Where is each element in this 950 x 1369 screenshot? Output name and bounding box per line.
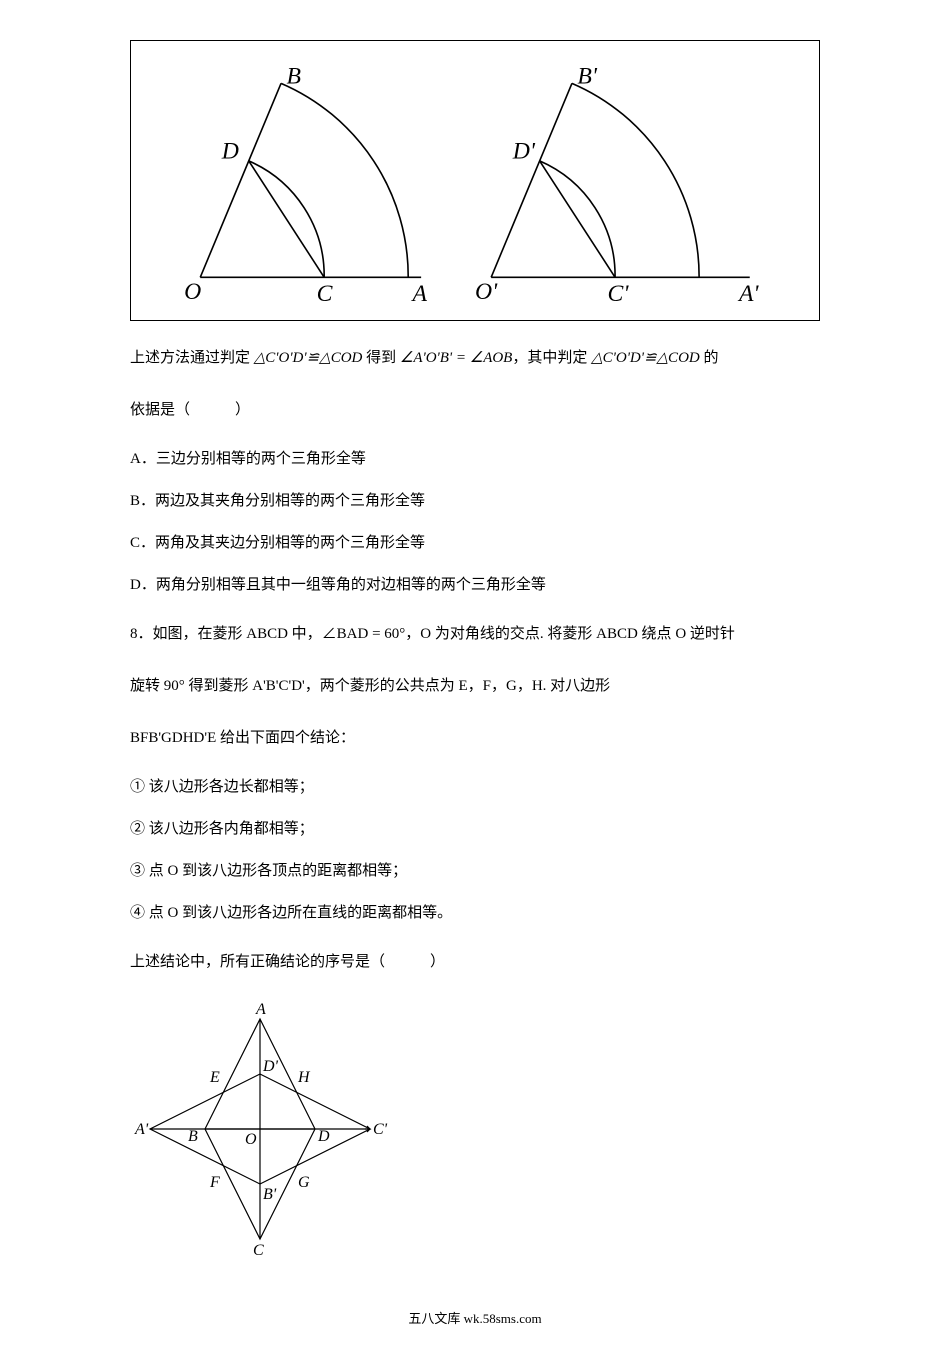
p8-stmt2: ② 该八边形各内角都相等； [130, 817, 820, 841]
oct-O: O [245, 1131, 257, 1148]
p8-question: 上述结论中，所有正确结论的序号是（ ） [130, 947, 820, 977]
p8-stmt4: ④ 点 O 到该八边形各边所在直线的距离都相等。 [130, 901, 820, 925]
p7-angle: ∠A'O'B' = ∠AOB [400, 350, 512, 366]
congruence-diagram: B D O C A B' D' O' C' A' [141, 51, 809, 310]
label-O: O [184, 279, 201, 305]
choice-a: A．三边分别相等的两个三角形全等 [130, 447, 820, 471]
oct-A: A [255, 1001, 266, 1018]
p7-prefix: 上述方法通过判定 [130, 350, 254, 366]
label-Cp: C' [608, 281, 630, 307]
oct-B: B [188, 1128, 198, 1145]
label-Dp: D' [512, 139, 536, 165]
oct-G: G [298, 1174, 310, 1191]
label-A: A [411, 281, 428, 307]
label-Op: O' [475, 279, 498, 305]
oct-Ap: A' [134, 1121, 149, 1138]
oct-F: F [209, 1174, 220, 1191]
label-B: B [286, 63, 300, 89]
octagon-diagram: A C B D A' C' D' B' E H F G O [130, 999, 390, 1259]
choice-d: D．两角分别相等且其中一组等角的对边相等的两个三角形全等 [130, 573, 820, 597]
congruence-diagram-box: B D O C A B' D' O' C' A' [130, 40, 820, 321]
p7-mid2: ，其中判定 [512, 350, 591, 366]
oct-Cp: C' [373, 1121, 388, 1138]
p8-line2: 旋转 90° 得到菱形 A'B'C'D'，两个菱形的公共点为 E，F，G，H. … [130, 671, 820, 701]
problem7-statement: 上述方法通过判定 △C'O'D'≌△COD 得到 ∠A'O'B' = ∠AOB，… [130, 343, 820, 373]
label-Ap: A' [737, 281, 759, 307]
p8-line3: BFB'GDHD'E 给出下面四个结论： [130, 723, 820, 753]
p7-cong2: △C'O'D'≌△COD [591, 350, 700, 366]
page-footer: 五八文库 wk.58sms.com [130, 1309, 820, 1330]
p7-cong1: △C'O'D'≌△COD [254, 350, 363, 366]
oct-C: C [253, 1242, 264, 1259]
p8-stmt3: ③ 点 O 到该八边形各顶点的距离都相等； [130, 859, 820, 883]
label-D: D [221, 139, 239, 165]
p7-mid1: 得到 [362, 350, 400, 366]
choice-b: B．两边及其夹角分别相等的两个三角形全等 [130, 489, 820, 513]
p7-suffix: 的 [700, 350, 719, 366]
label-Bp: B' [577, 63, 597, 89]
p7-basis: 依据是（ ） [130, 395, 820, 425]
label-C: C [317, 281, 334, 307]
oct-Dp: D' [262, 1058, 279, 1075]
p8-line1: 8．如图，在菱形 ABCD 中，∠BAD = 60°，O 为对角线的交点. 将菱… [130, 619, 820, 649]
oct-D: D [317, 1128, 330, 1145]
oct-E: E [209, 1069, 220, 1086]
oct-Bp: B' [263, 1186, 277, 1203]
choice-c: C．两角及其夹边分别相等的两个三角形全等 [130, 531, 820, 555]
oct-H: H [297, 1069, 311, 1086]
p8-stmt1: ① 该八边形各边长都相等； [130, 775, 820, 799]
